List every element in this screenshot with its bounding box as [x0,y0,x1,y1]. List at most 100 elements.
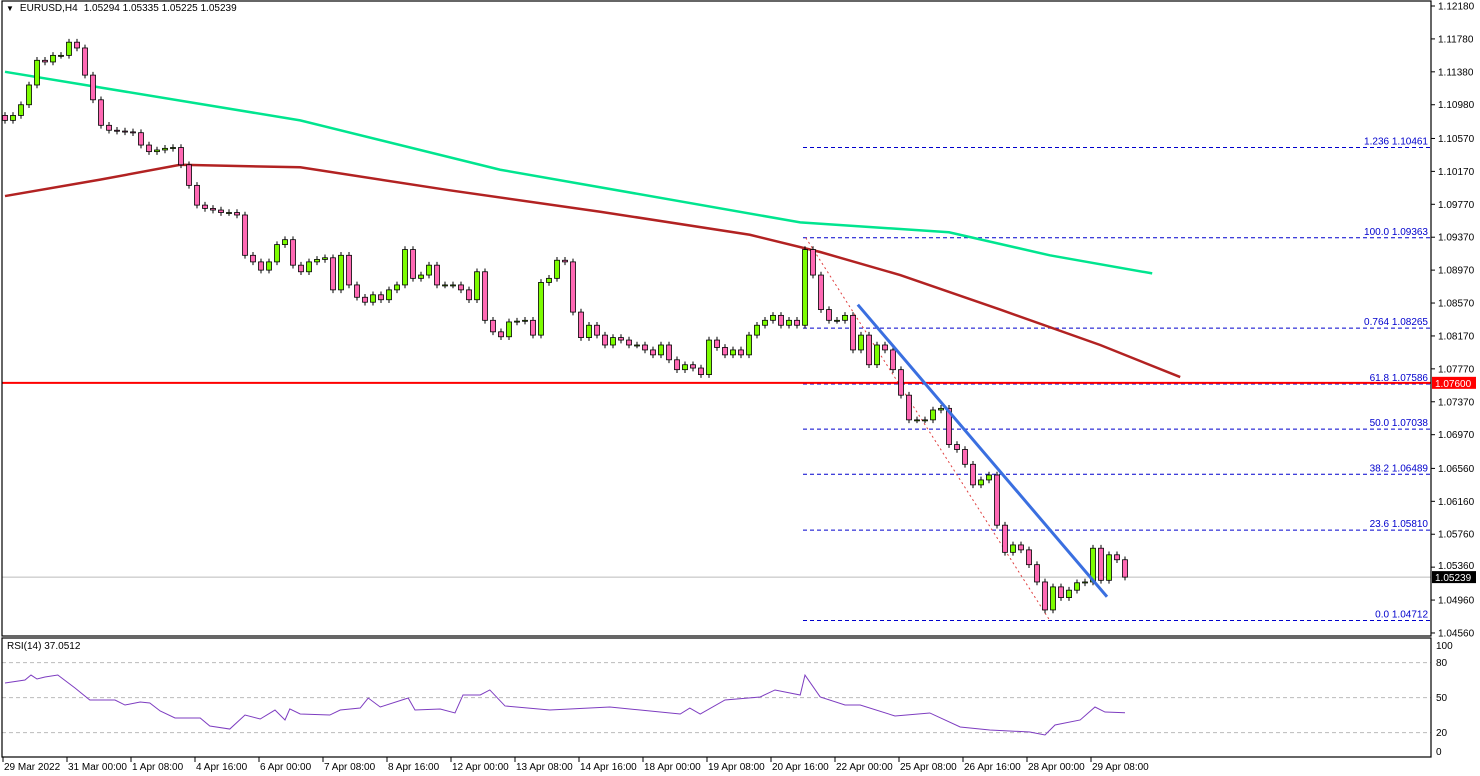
candle-body [994,474,1000,526]
candle-body [482,271,488,321]
candle-body [442,284,448,287]
candle-body [378,294,384,301]
candle-body [714,339,720,348]
candle-body [842,314,848,321]
fib-level-label: 50.0 1.07038 [1370,418,1429,429]
price-tick-label: 1.11380 [1438,67,1474,78]
candle-body [122,130,128,133]
candle-body [458,284,464,291]
candle-body [42,59,48,63]
candle-body [818,274,824,311]
candle-body [1114,554,1120,561]
fib-level-label: 0.764 1.08265 [1364,317,1428,328]
moving-average-fast [4,163,1181,379]
time-tick-label: 18 Apr 00:00 [644,762,701,773]
fib-level-label: 1.236 1.10461 [1364,136,1428,147]
candle-body [242,214,248,256]
price-tick-label: 1.08570 [1438,299,1475,310]
price-tick-label: 1.07770 [1438,364,1475,375]
candle-body [250,254,256,263]
candle-body [170,147,176,149]
candle-body [562,259,568,263]
candle-body [602,334,608,346]
candle-body [290,239,296,266]
candle-body [954,444,960,450]
candle-body [914,419,920,422]
price-tick-label: 1.10980 [1438,100,1475,111]
price-tick-label: 1.08170 [1438,331,1475,342]
candle-body [162,147,168,151]
price-tick-label: 1.12180 [1438,2,1475,13]
time-tick-label: 22 Apr 00:00 [836,762,893,773]
candle-body [426,264,432,276]
candle-body [1106,554,1112,581]
candle-body [202,204,208,209]
candle-body [850,314,856,351]
candle-body [834,319,840,322]
candle-body [370,294,376,303]
candle-body [906,394,912,421]
main-pane-frame [1,0,1432,637]
candle-body [362,296,368,303]
candle-body [386,289,392,301]
time-tick-label: 8 Apr 16:00 [388,762,440,773]
candle-body [922,419,928,422]
candle-body [146,144,152,153]
price-tick-label: 1.10170 [1438,167,1475,178]
candle-body [970,463,976,486]
candle-body [90,74,96,101]
candle-body [138,132,144,146]
candle-body [26,84,32,106]
time-tick-label: 26 Apr 16:00 [964,762,1021,773]
triangle-down-icon[interactable]: ▼ [6,4,14,13]
price-tick-label: 1.11780 [1438,34,1474,45]
fib-level-label: 100.0 1.09363 [1364,227,1428,238]
candle-body [450,284,456,287]
candle-body [546,277,552,283]
price-tick-label: 1.07370 [1438,397,1475,408]
fib-level-label: 61.8 1.07586 [1370,373,1429,384]
candle-body [74,41,80,49]
price-tick-label: 1.06560 [1438,464,1475,475]
price-tick-label: 1.06160 [1438,497,1475,508]
rsi-line [4,673,1126,736]
candle-body [18,104,24,116]
candle-body [2,115,8,121]
time-tick-label: 20 Apr 16:00 [772,762,829,773]
candle-body [666,344,672,361]
candle-body [226,212,232,214]
candle-body [1122,559,1128,578]
candle-body [394,284,400,291]
rsi-tick-label: 50 [1436,693,1448,704]
time-tick-label: 14 Apr 16:00 [580,762,637,773]
candle-body [130,131,136,134]
candle-body [658,344,664,356]
candle-body [762,319,768,326]
candle-body [890,349,896,371]
candle-body [738,349,744,356]
candle-body [618,337,624,341]
candle-body [674,359,680,371]
rsi-tick-label: 20 [1436,728,1448,739]
candle-body [306,261,312,273]
bearish-trendline [856,303,1109,598]
candle-body [314,259,320,263]
price-tick-label: 1.05360 [1438,561,1475,572]
time-tick-label: 29 Apr 08:00 [1092,762,1149,773]
candle-body [1050,586,1056,611]
candle-body [690,364,696,369]
candle-body [882,344,888,351]
candle-body [642,344,648,351]
candle-body [330,257,336,291]
candle-body [706,339,712,376]
candle-body [786,319,792,326]
candle-body [418,274,424,279]
chart-header: ▼ EURUSD,H4 1.05294 1.05335 1.05225 1.05… [6,3,240,14]
fib-swing-line [805,237,1051,621]
candle-body [1018,544,1024,551]
candle-body [858,334,864,351]
time-tick-label: 7 Apr 08:00 [324,762,376,773]
candle-body [650,349,656,356]
